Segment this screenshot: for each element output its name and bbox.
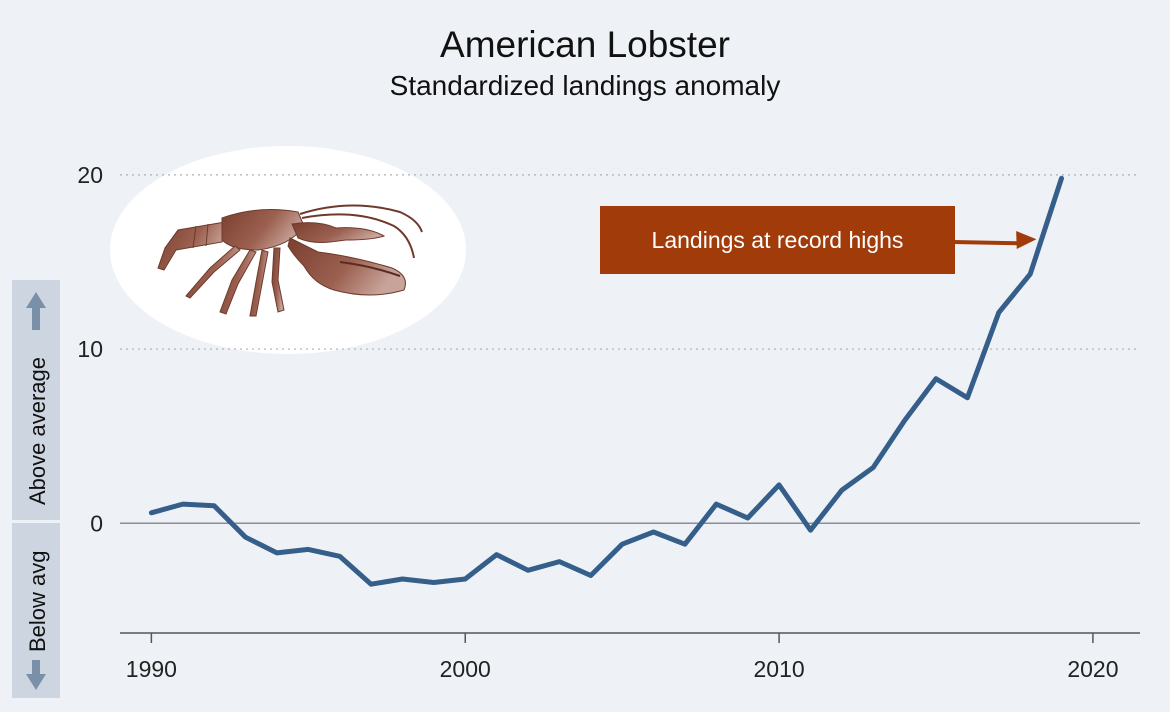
above-average-label: Above average — [25, 357, 50, 505]
y-tick-label: 10 — [77, 336, 103, 362]
side-gutter: Above average Below avg — [12, 280, 60, 698]
below-average-label: Below avg — [25, 550, 50, 652]
series — [148, 175, 1064, 587]
y-tick-label: 20 — [77, 162, 103, 188]
grid — [120, 174, 1140, 525]
chart-subtitle: Standardized landings anomaly — [389, 70, 781, 101]
series-line — [148, 175, 1064, 587]
axes: 0 10 20 1990 2000 2010 2020 — [77, 162, 1140, 682]
annotation: Landings at record highs — [600, 206, 1037, 274]
x-tick-label: 1990 — [126, 656, 177, 682]
chart-title: American Lobster — [440, 24, 730, 65]
down-arrow-icon — [26, 660, 46, 690]
x-tick-label: 2010 — [753, 656, 804, 682]
annotation-arrow-shaft — [952, 240, 1021, 246]
y-tick-label: 0 — [90, 510, 103, 536]
annotation-text: Landings at record highs — [652, 227, 904, 253]
up-arrow-icon — [26, 292, 46, 330]
lobster-icon — [110, 146, 466, 354]
annotation-arrow-head — [1016, 230, 1037, 249]
x-tick-label: 2020 — [1067, 656, 1118, 682]
annotation-box — [600, 206, 955, 274]
x-tick-label: 2000 — [440, 656, 491, 682]
